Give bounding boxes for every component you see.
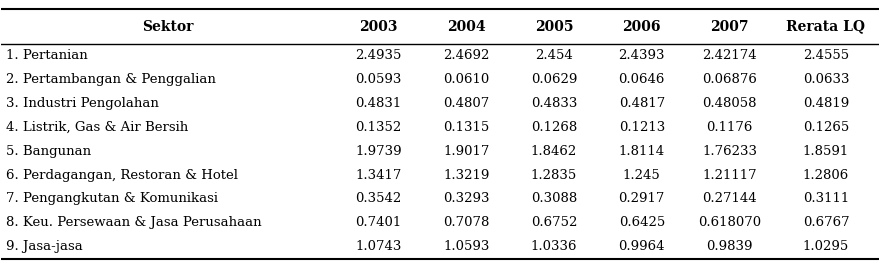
Text: 0.1213: 0.1213 (619, 121, 665, 134)
Text: 0.7078: 0.7078 (444, 216, 489, 229)
Text: 1.0743: 1.0743 (356, 240, 402, 253)
Text: 1.0336: 1.0336 (531, 240, 577, 253)
Text: 4. Listrik, Gas & Air Bersih: 4. Listrik, Gas & Air Bersih (6, 121, 188, 134)
Text: 0.4807: 0.4807 (444, 97, 489, 110)
Text: 0.2917: 0.2917 (619, 192, 665, 206)
Text: 2. Pertambangan & Penggalian: 2. Pertambangan & Penggalian (6, 73, 216, 86)
Text: 0.9964: 0.9964 (619, 240, 665, 253)
Text: 5. Bangunan: 5. Bangunan (6, 145, 91, 158)
Text: 0.0593: 0.0593 (356, 73, 402, 86)
Text: 2005: 2005 (535, 20, 573, 34)
Text: 0.6767: 0.6767 (803, 216, 849, 229)
Text: 0.1176: 0.1176 (707, 121, 752, 134)
Text: 0.3088: 0.3088 (531, 192, 577, 206)
Text: 1.8591: 1.8591 (803, 145, 849, 158)
Text: 0.27144: 0.27144 (702, 192, 757, 206)
Text: 0.0646: 0.0646 (619, 73, 665, 86)
Text: 1. Pertanian: 1. Pertanian (6, 49, 87, 62)
Text: 0.3542: 0.3542 (356, 192, 401, 206)
Text: 0.6752: 0.6752 (531, 216, 577, 229)
Text: 6. Perdagangan, Restoran & Hotel: 6. Perdagangan, Restoran & Hotel (6, 169, 238, 182)
Text: 1.245: 1.245 (623, 169, 661, 182)
Text: 2006: 2006 (622, 20, 661, 34)
Text: 0.0629: 0.0629 (531, 73, 577, 86)
Text: 0.1268: 0.1268 (531, 121, 577, 134)
Text: 1.9017: 1.9017 (444, 145, 489, 158)
Text: 0.0633: 0.0633 (803, 73, 849, 86)
Text: 0.0610: 0.0610 (444, 73, 489, 86)
Text: 0.3111: 0.3111 (803, 192, 849, 206)
Text: 1.2835: 1.2835 (531, 169, 577, 182)
Text: 1.8114: 1.8114 (619, 145, 664, 158)
Text: 2.4692: 2.4692 (444, 49, 489, 62)
Text: 0.06876: 0.06876 (702, 73, 757, 86)
Text: 1.3417: 1.3417 (356, 169, 402, 182)
Text: 2.4393: 2.4393 (619, 49, 665, 62)
Text: 8. Keu. Persewaan & Jasa Perusahaan: 8. Keu. Persewaan & Jasa Perusahaan (6, 216, 261, 229)
Text: 1.21117: 1.21117 (702, 169, 757, 182)
Text: 2.4935: 2.4935 (356, 49, 402, 62)
Text: 1.76233: 1.76233 (702, 145, 757, 158)
Text: Sektor: Sektor (143, 20, 194, 34)
Text: 0.6425: 0.6425 (619, 216, 665, 229)
Text: 0.1315: 0.1315 (444, 121, 489, 134)
Text: 1.3219: 1.3219 (444, 169, 489, 182)
Text: 0.4831: 0.4831 (356, 97, 401, 110)
Text: 0.4817: 0.4817 (619, 97, 665, 110)
Text: 0.48058: 0.48058 (702, 97, 757, 110)
Text: 1.8462: 1.8462 (531, 145, 577, 158)
Text: 7. Pengangkutan & Komunikasi: 7. Pengangkutan & Komunikasi (6, 192, 217, 206)
Text: 0.1352: 0.1352 (356, 121, 401, 134)
Text: 0.4819: 0.4819 (803, 97, 849, 110)
Text: 2004: 2004 (447, 20, 486, 34)
Text: Rerata LQ: Rerata LQ (787, 20, 865, 34)
Text: 2.454: 2.454 (535, 49, 573, 62)
Text: 2.42174: 2.42174 (702, 49, 757, 62)
Text: 1.2806: 1.2806 (803, 169, 849, 182)
Text: 0.1265: 0.1265 (803, 121, 849, 134)
Text: 0.4833: 0.4833 (531, 97, 577, 110)
Text: 3. Industri Pengolahan: 3. Industri Pengolahan (6, 97, 158, 110)
Text: 0.7401: 0.7401 (356, 216, 401, 229)
Text: 9. Jasa-jasa: 9. Jasa-jasa (6, 240, 83, 253)
Text: 1.9739: 1.9739 (356, 145, 402, 158)
Text: 1.0593: 1.0593 (444, 240, 489, 253)
Text: 2007: 2007 (710, 20, 749, 34)
Text: 2003: 2003 (359, 20, 398, 34)
Text: 0.618070: 0.618070 (698, 216, 761, 229)
Text: 0.9839: 0.9839 (707, 240, 752, 253)
Text: 2.4555: 2.4555 (803, 49, 849, 62)
Text: 0.3293: 0.3293 (443, 192, 489, 206)
Text: 1.0295: 1.0295 (803, 240, 849, 253)
